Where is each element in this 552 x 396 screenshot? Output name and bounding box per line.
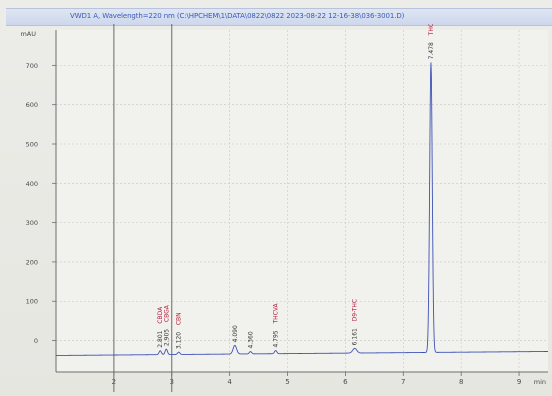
x-tick-label: 5 (285, 378, 289, 386)
x-tick-label: 6 (343, 378, 348, 386)
peak-rt-label: 4.360 (247, 331, 254, 348)
y-tick-label: 400 (26, 180, 38, 188)
peak-name-label: THCA (428, 24, 435, 36)
peak-name-label: CBGA (163, 304, 170, 322)
x-tick-label: 7 (401, 378, 405, 386)
peak-name-label: THCVA (273, 302, 280, 324)
chromatogram-plot: 0100200300400500600700mAU23456789min 2.8… (20, 24, 548, 392)
x-tick-label: 4 (227, 378, 232, 386)
peak-rt-label: 6.161 (352, 328, 359, 345)
x-axis-label: min (534, 378, 546, 386)
x-tick-label: 8 (459, 378, 463, 386)
y-tick-label: 0 (34, 337, 38, 345)
y-tick-label: 500 (26, 141, 38, 149)
peak-rt-label: 3.120 (176, 332, 183, 349)
peak-rt-label: 7.478 (428, 42, 435, 59)
peak-rt-label: 2.905 (163, 329, 170, 346)
peak-rt-label: 2.801 (157, 330, 164, 347)
y-axis-label: mAU (20, 30, 36, 38)
signal-title: VWD1 A, Wavelength=220 nm (C:\HPCHEM\1\D… (70, 12, 405, 20)
plot-area (56, 30, 548, 372)
peak-name-label: CBDA (157, 306, 164, 324)
peak-name-label: D9-THC (352, 299, 359, 321)
peak-rt-label: 4.795 (273, 330, 280, 347)
signal-trace (56, 62, 548, 356)
x-tick-label: 9 (517, 378, 521, 386)
grid-lines (56, 30, 548, 372)
signal-title-bar: VWD1 A, Wavelength=220 nm (C:\HPCHEM\1\D… (6, 8, 552, 26)
y-tick-label: 200 (26, 258, 38, 266)
peak-rt-label: 4.090 (232, 325, 239, 342)
y-tick-label: 700 (26, 62, 38, 70)
y-tick-label: 100 (26, 298, 38, 306)
marker-lines (113, 24, 173, 392)
y-tick-label: 600 (26, 101, 38, 109)
peak-name-label: CBN (176, 312, 183, 325)
y-tick-label: 300 (26, 219, 38, 227)
peak-annotations: 2.801 CBDA 2.905 CBGA 3.120 CBN 4.090 4.360 4.79… (157, 24, 435, 349)
signal-line (56, 62, 548, 356)
